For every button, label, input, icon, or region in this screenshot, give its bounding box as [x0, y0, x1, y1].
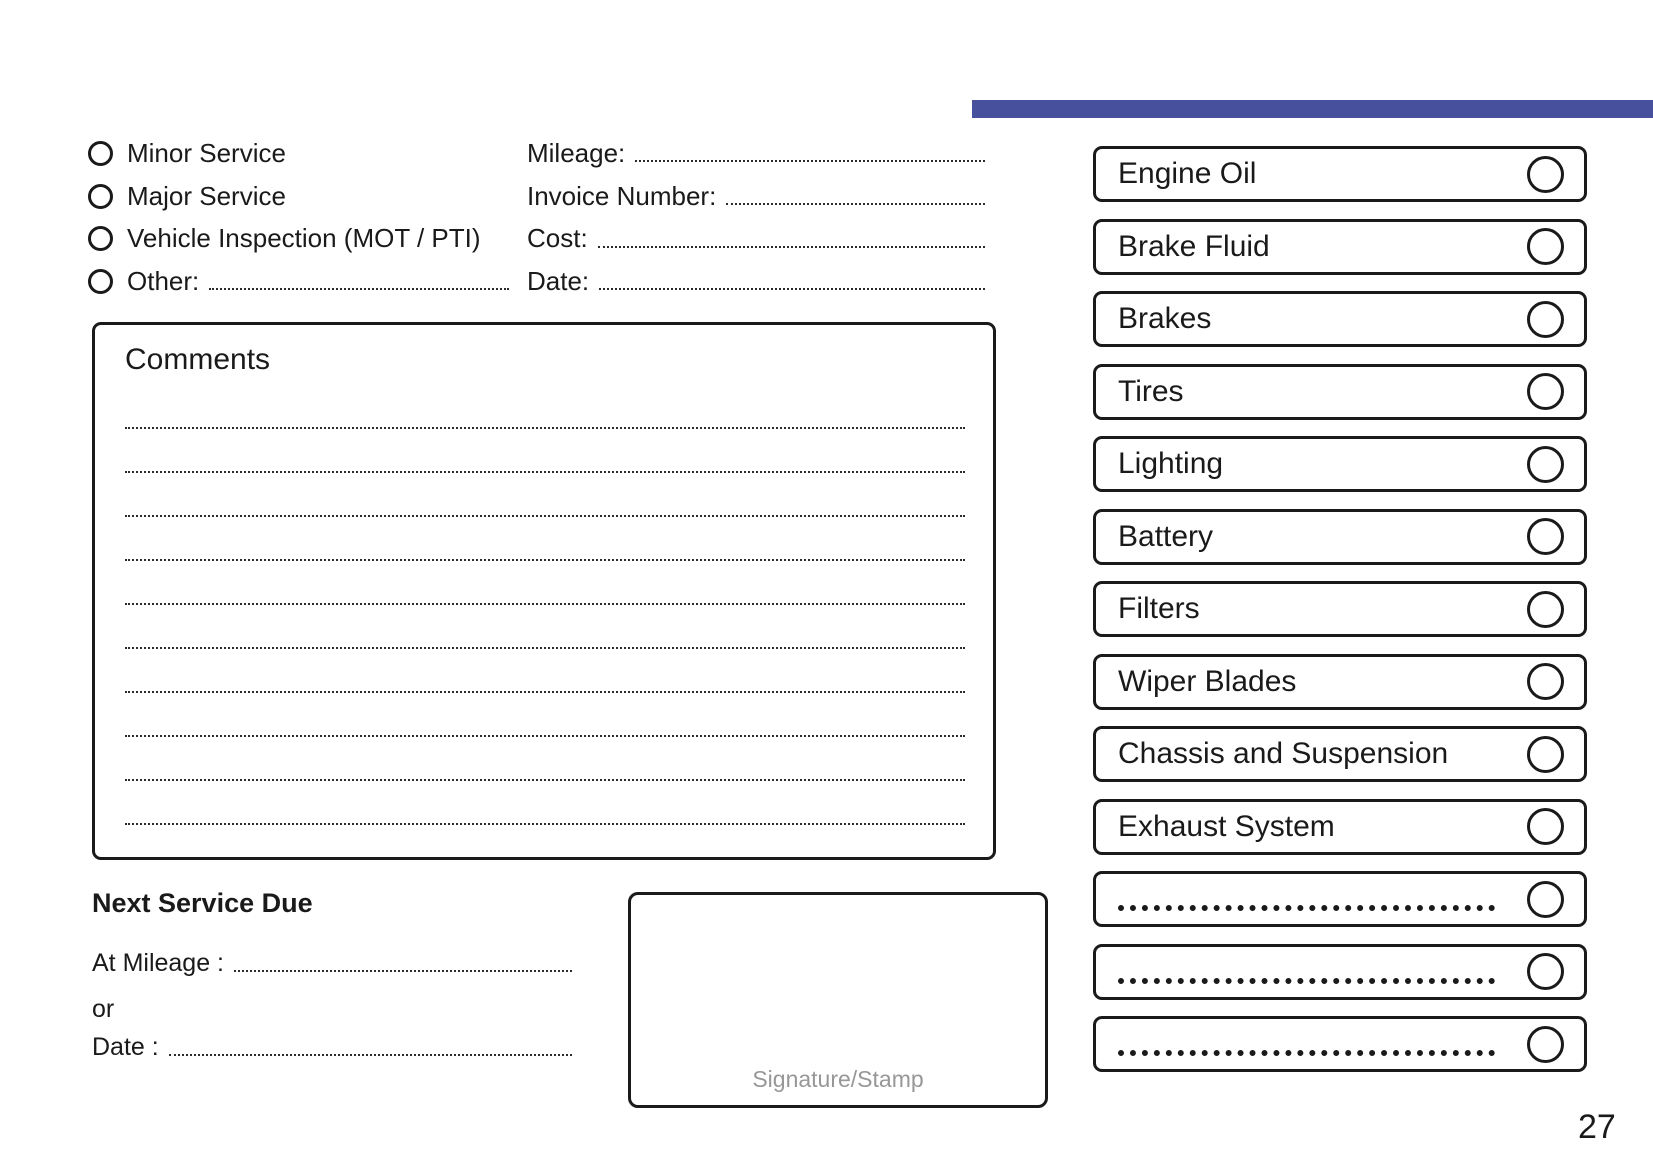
checklist-item-label: Exhaust System: [1118, 809, 1335, 843]
checklist-item: Lighting: [1093, 436, 1587, 492]
checklist-item-label: Lighting: [1118, 447, 1224, 480]
comment-line[interactable]: [125, 735, 965, 737]
checklist-item-blank: [1093, 943, 1587, 1000]
field-label: Date:: [527, 265, 590, 296]
other-fill-line[interactable]: [209, 288, 510, 291]
check-circle[interactable]: [1527, 445, 1564, 483]
service-type-option-other[interactable]: Other:: [88, 260, 528, 303]
comment-line[interactable]: [125, 603, 965, 605]
radio-circle[interactable]: [88, 183, 113, 209]
checklist-item: Engine Oil: [1093, 146, 1587, 202]
service-type-group: Minor Service Major Service Vehicle Insp…: [88, 132, 528, 303]
signature-stamp-box[interactable]: Signature/Stamp: [628, 892, 1048, 1108]
signature-stamp-placeholder: Signature/Stamp: [752, 1066, 924, 1092]
check-circle[interactable]: [1527, 590, 1564, 628]
checklist-blank-fill-line[interactable]: [1118, 977, 1495, 984]
comment-line[interactable]: [125, 823, 965, 825]
next-date-fill-line[interactable]: [168, 1054, 572, 1056]
at-mileage-label: At Mileage :: [92, 948, 225, 977]
next-service-or-row: or: [92, 992, 572, 1026]
page-number: 27: [1578, 1108, 1616, 1146]
checklist-blank-fill-line[interactable]: [1118, 905, 1495, 911]
next-service-mileage-row: At Mileage :: [92, 946, 572, 980]
checklist-item: Battery: [1093, 508, 1587, 565]
comment-line[interactable]: [125, 691, 965, 693]
checklist-item: Wiper Blades: [1093, 653, 1587, 710]
comments-box[interactable]: Comments: [92, 322, 996, 860]
checklist-item: Filters: [1093, 581, 1587, 637]
checklist-blank-fill-line[interactable]: [1118, 1050, 1495, 1056]
field-row-date: Date:: [527, 260, 985, 303]
or-label: or: [92, 994, 115, 1023]
service-type-option-inspection[interactable]: Vehicle Inspection (MOT / PTI): [88, 217, 528, 260]
check-circle[interactable]: [1527, 518, 1564, 555]
checklist-item-label: Filters: [1118, 592, 1200, 625]
check-circle[interactable]: [1527, 228, 1564, 265]
field-row-mileage: Mileage:: [527, 132, 985, 175]
radio-label: Major Service: [127, 180, 286, 211]
checklist-item-label: Tires: [1118, 374, 1184, 408]
checklist-item-label: Brakes: [1118, 302, 1212, 335]
at-mileage-fill-line[interactable]: [234, 970, 572, 972]
mileage-fill-line[interactable]: [635, 160, 985, 163]
checklist-item: Chassis and Suspension: [1093, 726, 1587, 782]
accent-bar: [972, 100, 1653, 118]
check-circle[interactable]: [1527, 373, 1564, 410]
check-circle[interactable]: [1527, 300, 1564, 338]
field-label: Invoice Number:: [527, 180, 717, 211]
service-type-option-major[interactable]: Major Service: [88, 175, 528, 218]
check-circle[interactable]: [1527, 953, 1564, 990]
checklist-item-label: Wiper Blades: [1118, 664, 1297, 698]
checklist-item-blank: [1093, 871, 1587, 927]
checklist-item-label: Engine Oil: [1118, 157, 1257, 190]
checklist-item-label: Battery: [1118, 519, 1214, 553]
service-details-group: Mileage: Invoice Number: Cost: Date:: [527, 132, 985, 303]
field-row-cost: Cost:: [527, 217, 985, 260]
field-row-invoice-number: Invoice Number:: [527, 175, 985, 218]
check-circle[interactable]: [1527, 880, 1564, 918]
invoice-number-fill-line[interactable]: [726, 203, 985, 206]
comment-line[interactable]: [125, 647, 965, 649]
check-circle[interactable]: [1527, 808, 1564, 845]
checklist-item-label: Brake Fluid: [1118, 229, 1270, 263]
comment-line[interactable]: [125, 515, 965, 517]
comment-line[interactable]: [125, 559, 965, 561]
field-label: Cost:: [527, 223, 588, 254]
check-circle[interactable]: [1527, 663, 1564, 700]
field-label: Mileage:: [527, 137, 626, 168]
comment-line[interactable]: [125, 779, 965, 781]
comment-line[interactable]: [125, 427, 965, 429]
next-service-due-title: Next Service Due: [92, 888, 313, 918]
checklist-item: Brakes: [1093, 291, 1587, 347]
checklist-item-blank: [1093, 1016, 1587, 1072]
radio-circle[interactable]: [88, 226, 113, 252]
date-fill-line[interactable]: [599, 288, 985, 291]
check-circle[interactable]: [1527, 155, 1564, 193]
service-type-option-minor[interactable]: Minor Service: [88, 132, 528, 175]
comments-title: Comments: [125, 343, 271, 376]
next-date-label: Date :: [92, 1032, 159, 1061]
radio-circle[interactable]: [88, 140, 113, 166]
radio-label: Vehicle Inspection (MOT / PTI): [127, 223, 481, 254]
comment-line[interactable]: [125, 471, 965, 473]
next-service-date-row: Date :: [92, 1030, 572, 1064]
checklist-item: Brake Fluid: [1093, 218, 1587, 275]
radio-label: Other:: [127, 265, 200, 296]
checklist-item: Tires: [1093, 363, 1587, 420]
radio-circle[interactable]: [88, 268, 113, 294]
check-circle[interactable]: [1527, 1025, 1564, 1063]
checklist-item-label: Chassis and Suspension: [1118, 737, 1449, 770]
check-circle[interactable]: [1527, 735, 1564, 773]
checklist-item: Exhaust System: [1093, 798, 1587, 855]
radio-label: Minor Service: [127, 137, 286, 168]
checklist: Engine Oil Brake Fluid Brakes Tires Lighting…: [1093, 146, 1587, 1089]
cost-fill-line[interactable]: [597, 245, 985, 248]
